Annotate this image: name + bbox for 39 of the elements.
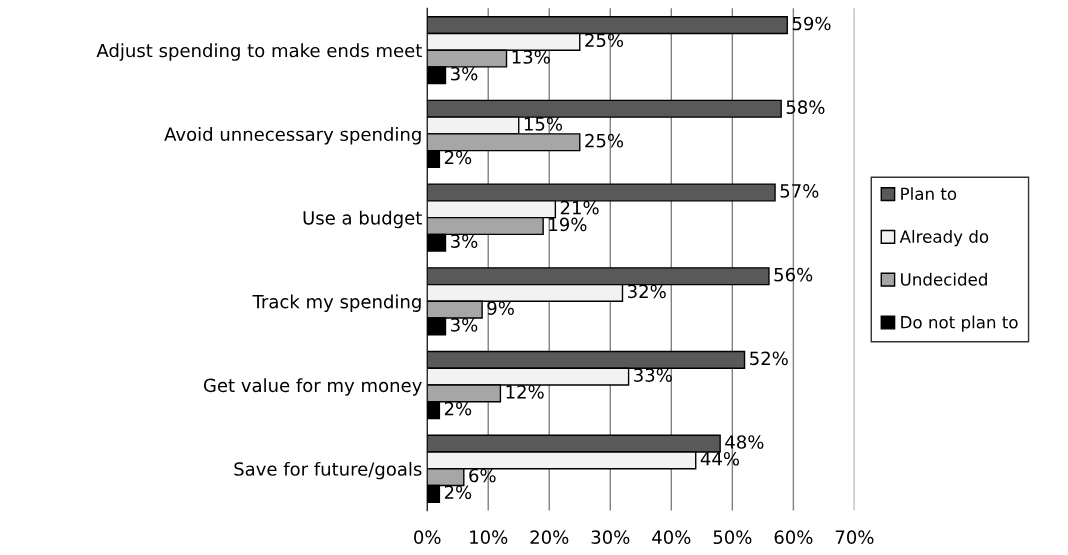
data-label: 21% xyxy=(560,200,599,215)
y-tick-label: Avoid unnecessary spending xyxy=(164,127,421,145)
data-label: 52% xyxy=(750,351,788,366)
x-tick-label: 60% xyxy=(774,530,813,545)
y-tick-label: Get value for my money xyxy=(203,378,422,396)
y-tick-label: Track my spending xyxy=(252,294,421,312)
data-label: 25% xyxy=(585,133,624,148)
x-tick-label: 0% xyxy=(414,530,441,545)
data-label: 56% xyxy=(774,267,813,282)
legend-label: Plan to xyxy=(901,187,957,201)
data-label: 32% xyxy=(628,284,666,299)
data-label: 3% xyxy=(451,318,478,332)
data-label: 3% xyxy=(451,66,478,81)
data-label: 2% xyxy=(444,150,472,165)
x-tick-label: 20% xyxy=(530,530,569,545)
x-tick-label: 10% xyxy=(470,530,508,545)
legend-label: Already do xyxy=(899,230,989,247)
y-tick-label: Save for future/goals xyxy=(234,461,422,480)
data-label: 57% xyxy=(780,184,819,198)
data-label: 12% xyxy=(506,384,544,399)
y-tick-label: Adjust spending to make ends meet xyxy=(96,43,422,61)
data-label: 2% xyxy=(444,485,472,500)
data-label: 6% xyxy=(469,468,496,483)
y-tick-label: Use a budget xyxy=(303,210,422,229)
data-label: 19% xyxy=(549,217,587,232)
data-label: 9% xyxy=(487,301,514,315)
data-label: 59% xyxy=(792,16,831,31)
legend-label: Do not plan to xyxy=(901,315,1018,332)
data-label: 25% xyxy=(585,33,624,48)
x-tick-label: 70% xyxy=(835,530,874,545)
data-label: 2% xyxy=(444,401,472,416)
x-tick-label: 30% xyxy=(591,530,630,545)
data-label: 44% xyxy=(700,451,740,466)
data-label: 48% xyxy=(725,435,764,449)
legend-label: Undecided xyxy=(901,272,987,286)
data-label: 15% xyxy=(524,117,563,131)
data-label: 58% xyxy=(786,100,825,115)
x-tick-label: 40% xyxy=(652,530,691,545)
x-tick-label: 50% xyxy=(713,530,752,545)
